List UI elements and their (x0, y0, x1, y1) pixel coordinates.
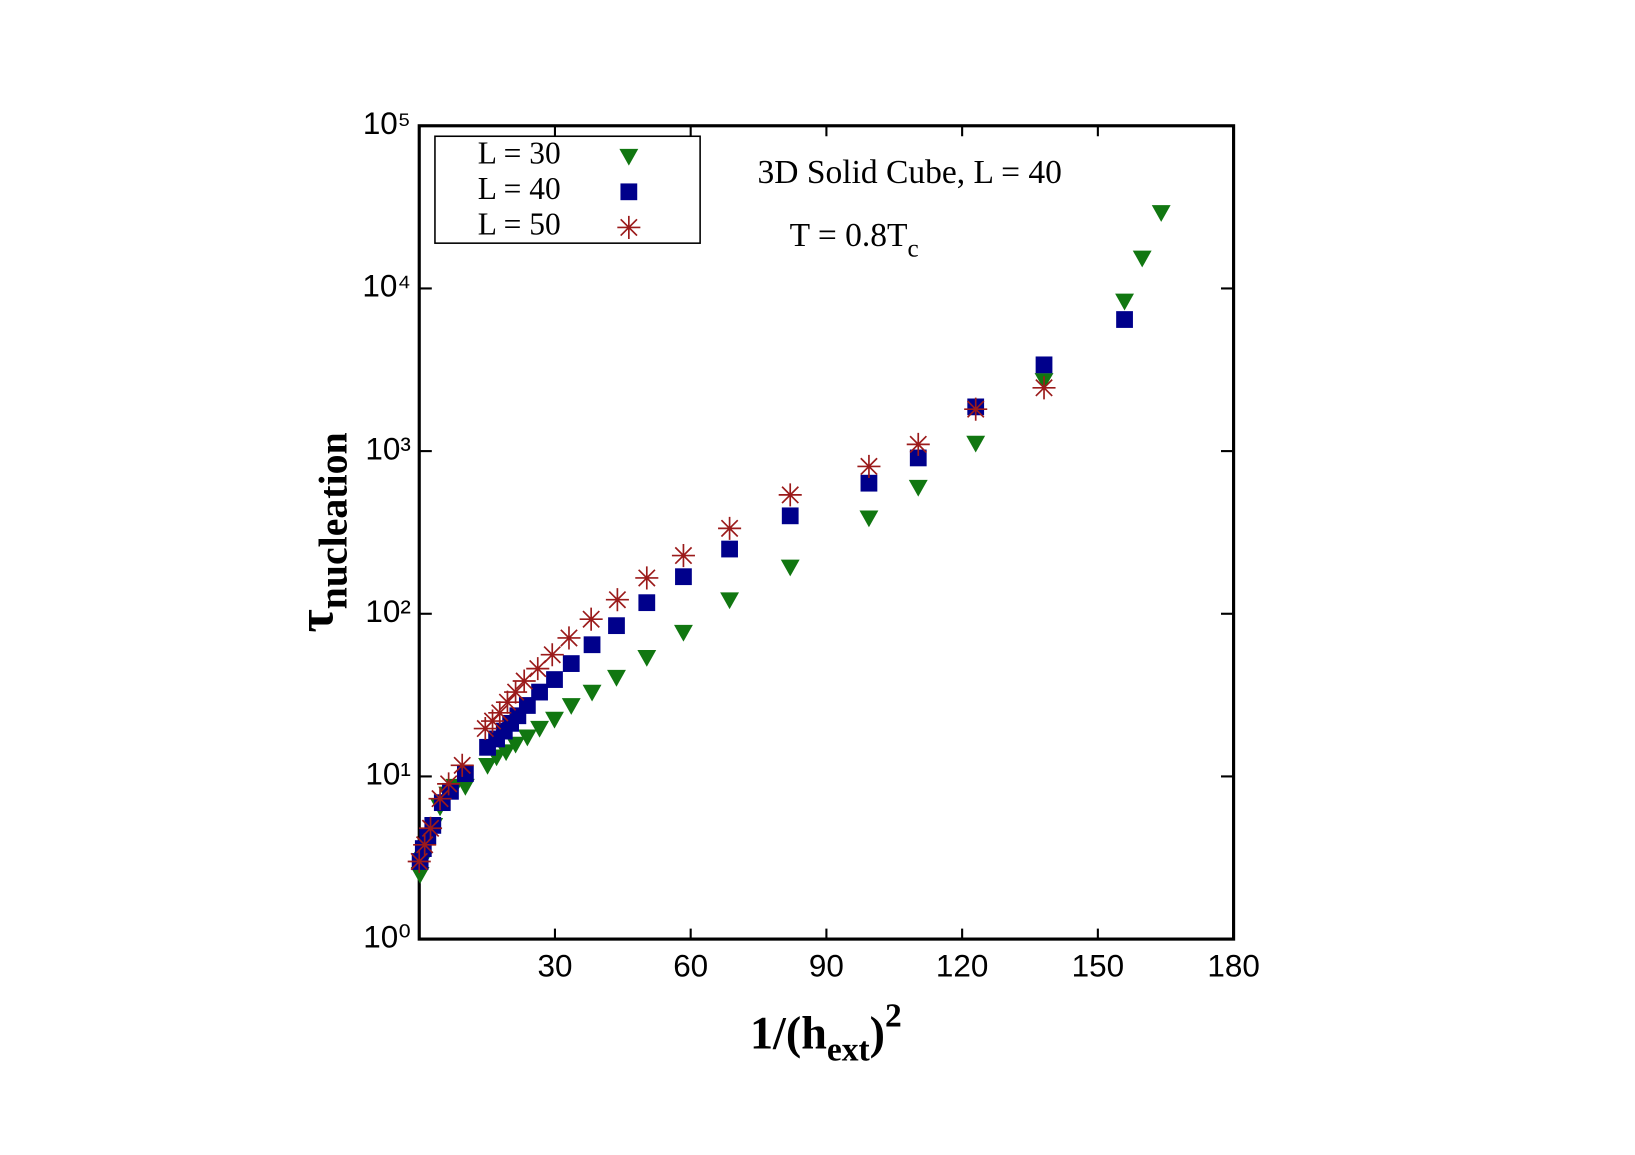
y-tick-label: 10² (365, 594, 410, 629)
legend-marker (620, 183, 638, 201)
point (674, 624, 693, 642)
point (637, 649, 657, 667)
point (1151, 205, 1171, 222)
point (504, 680, 528, 704)
x-tick-label: 150 (1072, 949, 1124, 984)
point (1116, 311, 1133, 328)
point (1132, 250, 1152, 268)
point (579, 607, 603, 631)
point (562, 655, 580, 672)
y-tick-label: 10³ (365, 431, 410, 466)
point (1032, 376, 1056, 400)
y-tick-label: 10⁵ (363, 106, 411, 141)
point (720, 592, 740, 610)
point (638, 594, 656, 612)
legend-label: L = 30 (478, 135, 561, 170)
point (512, 669, 536, 693)
legend-marker (619, 148, 639, 166)
x-tick-label: 90 (809, 949, 844, 984)
point (546, 671, 563, 688)
point (908, 479, 928, 497)
point (561, 698, 581, 715)
point (859, 510, 879, 528)
point (1035, 356, 1053, 374)
point (781, 507, 799, 525)
point (407, 849, 431, 874)
point (526, 657, 550, 681)
point (428, 787, 452, 811)
point (583, 636, 601, 654)
point (966, 435, 986, 453)
point (410, 867, 430, 884)
point (478, 757, 497, 775)
point (530, 720, 550, 738)
point (607, 669, 626, 687)
point (531, 683, 548, 701)
point (909, 449, 927, 467)
point (721, 540, 738, 558)
point (455, 778, 475, 796)
annotation: T = 0.8Tc (790, 217, 919, 263)
point (517, 729, 537, 747)
y-tick-label: 10⁰ (363, 919, 411, 954)
point (605, 588, 629, 612)
point (545, 711, 564, 729)
y-tick-label: 10¹ (365, 757, 410, 792)
legend-label: L = 40 (478, 171, 561, 206)
point (450, 753, 474, 777)
x-axis-title: 1/(hext)2 (750, 997, 902, 1068)
x-tick-label: 30 (537, 949, 572, 984)
point (506, 736, 526, 754)
point (1115, 293, 1134, 311)
point (906, 432, 930, 456)
point (488, 701, 512, 725)
point (582, 684, 602, 702)
point (557, 626, 581, 650)
point (857, 454, 881, 478)
legend-label: L = 50 (478, 207, 561, 242)
point (456, 765, 474, 783)
point (540, 643, 564, 667)
x-tick-label: 180 (1207, 949, 1259, 984)
point (860, 474, 878, 492)
point (413, 833, 437, 857)
point (780, 559, 800, 577)
point (437, 772, 461, 796)
point (718, 516, 742, 540)
point (635, 566, 659, 590)
point (419, 816, 443, 840)
point (518, 697, 536, 714)
x-tick-label: 120 (936, 949, 988, 984)
point (675, 568, 692, 586)
point (671, 544, 695, 568)
y-axis-title: τnucleation (287, 432, 355, 632)
point (496, 744, 516, 762)
annotation: 3D Solid Cube, L = 40 (758, 154, 1062, 191)
point (608, 617, 625, 635)
point (778, 483, 802, 507)
point (495, 690, 519, 714)
y-tick-label: 10⁴ (362, 269, 410, 304)
legend-marker (617, 215, 641, 239)
legend (434, 135, 701, 244)
point (964, 397, 988, 421)
x-tick-label: 60 (673, 949, 708, 984)
